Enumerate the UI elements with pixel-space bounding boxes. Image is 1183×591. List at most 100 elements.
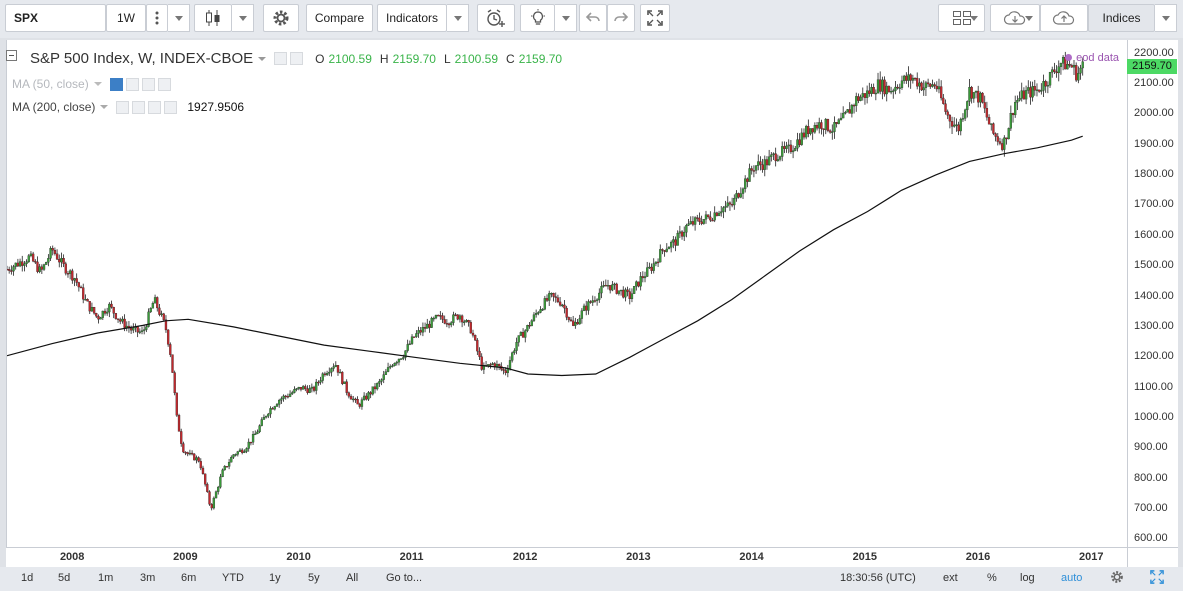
compare-button[interactable]: Compare	[306, 4, 373, 32]
candle-up	[922, 87, 925, 91]
candle-up	[42, 264, 46, 270]
time-axis[interactable]: 2008 2009 2010 2011 2012 2013 2014 2015 2016 2017	[6, 547, 1127, 567]
range-1m[interactable]: 1m	[98, 572, 114, 584]
extended-hours-toggle[interactable]: ext	[943, 572, 958, 584]
alert-button[interactable]	[477, 4, 515, 32]
candle-up	[73, 278, 76, 281]
candle-up	[1003, 137, 1006, 150]
ma200-hide-icon[interactable]	[116, 100, 130, 114]
series-settings-icon[interactable]	[290, 52, 304, 65]
interval-selector[interactable]: 1W	[106, 4, 146, 32]
candle-down	[180, 431, 183, 444]
ma200-line[interactable]	[7, 135, 1083, 377]
candle-up	[108, 303, 111, 313]
candle-down	[637, 281, 640, 287]
candle-down	[345, 381, 348, 393]
auto-scale-toggle[interactable]: auto	[1061, 572, 1083, 584]
candle-up	[232, 454, 235, 458]
candle-down	[994, 133, 997, 137]
candle-up	[931, 84, 934, 87]
candle-up	[534, 313, 538, 315]
candle-down	[933, 84, 936, 87]
range-5d[interactable]: 5d	[58, 572, 71, 584]
legend-collapse-button[interactable]	[6, 50, 17, 61]
candle-down	[674, 239, 677, 246]
layout-button[interactable]	[938, 4, 985, 32]
ideas-caret[interactable]	[555, 4, 577, 32]
candle-down	[985, 108, 989, 118]
range-ytd[interactable]: YTD	[222, 572, 244, 584]
candle-down	[1033, 86, 1036, 91]
ma50-caret[interactable]	[93, 82, 102, 86]
price-chart[interactable]	[7, 40, 1128, 547]
candle-up	[262, 417, 266, 420]
indicators-button[interactable]: Indicators	[377, 4, 447, 32]
maximize-button[interactable]	[1150, 570, 1164, 587]
candle-up	[972, 92, 975, 99]
indices-button[interactable]: Indices	[1088, 4, 1155, 32]
settings-button[interactable]	[263, 4, 299, 32]
candle-up	[1061, 56, 1065, 64]
candle-up	[687, 223, 690, 226]
load-chart-button[interactable]	[990, 4, 1040, 32]
range-5y[interactable]: 5y	[308, 572, 320, 584]
candle-up	[678, 231, 682, 234]
ideas-button[interactable]	[520, 4, 555, 32]
interval-more-menu[interactable]	[146, 4, 168, 32]
candle-down	[752, 170, 756, 172]
ma200-settings-icon[interactable]	[132, 100, 146, 114]
candle-down	[576, 322, 579, 325]
candle-down	[709, 216, 712, 221]
candle-up	[591, 300, 594, 303]
candle-up	[399, 358, 403, 360]
eye-icon[interactable]	[109, 77, 123, 91]
chart-pane[interactable]	[6, 40, 1128, 547]
title-dropdown-caret[interactable]	[258, 56, 267, 61]
chart-properties-button[interactable]	[1110, 570, 1124, 587]
price-axis[interactable]: 2200.00 2100.00 2000.00 1900.00 1800.00 1700.…	[1127, 40, 1178, 547]
percent-scale-toggle[interactable]: %	[987, 572, 997, 584]
range-1y[interactable]: 1y	[269, 572, 281, 584]
candle-up	[291, 392, 294, 395]
indicators-caret[interactable]	[447, 4, 469, 32]
candle-up	[833, 122, 836, 132]
undo-button[interactable]	[579, 4, 607, 32]
fullscreen-button[interactable]	[640, 4, 670, 32]
candle-down	[123, 318, 126, 328]
ma200-remove-icon[interactable]	[164, 100, 178, 114]
range-1d[interactable]: 1d	[21, 572, 34, 584]
hide-series-icon[interactable]	[274, 52, 288, 65]
time-tick-label: 2012	[512, 551, 538, 563]
candle-down	[569, 319, 573, 322]
candle-down	[929, 83, 932, 87]
range-3m[interactable]: 3m	[140, 572, 156, 584]
range-6m[interactable]: 6m	[181, 572, 197, 584]
interval-dropdown-caret[interactable]	[168, 4, 190, 32]
ma50-add-icon[interactable]	[141, 77, 155, 91]
log-scale-toggle[interactable]: log	[1020, 572, 1035, 584]
candle-down	[696, 217, 699, 219]
candle-up	[881, 79, 884, 92]
candle-up	[733, 198, 736, 206]
candle-down	[469, 322, 472, 334]
save-chart-button[interactable]	[1040, 4, 1088, 32]
symbol-input[interactable]: SPX	[5, 4, 106, 32]
candle-down	[184, 451, 187, 454]
price-tick-label: 1500.00	[1134, 259, 1174, 272]
indices-caret[interactable]	[1155, 4, 1177, 32]
ma200-caret[interactable]	[100, 105, 109, 109]
ma50-remove-icon[interactable]	[157, 77, 171, 91]
chart-style-caret[interactable]	[232, 4, 254, 32]
redo-button[interactable]	[607, 4, 635, 32]
candle-down	[896, 86, 899, 89]
candle-up	[38, 266, 41, 272]
candle-down	[467, 320, 470, 323]
ma50-settings-icon[interactable]	[125, 77, 139, 91]
candlestick-icon	[206, 10, 220, 26]
range-all[interactable]: All	[346, 572, 359, 584]
candle-down	[480, 356, 483, 370]
ma200-add-icon[interactable]	[148, 100, 162, 114]
chart-style-button[interactable]	[194, 4, 232, 32]
candle-up	[230, 457, 233, 463]
goto-date-button[interactable]: Go to...	[386, 572, 423, 584]
